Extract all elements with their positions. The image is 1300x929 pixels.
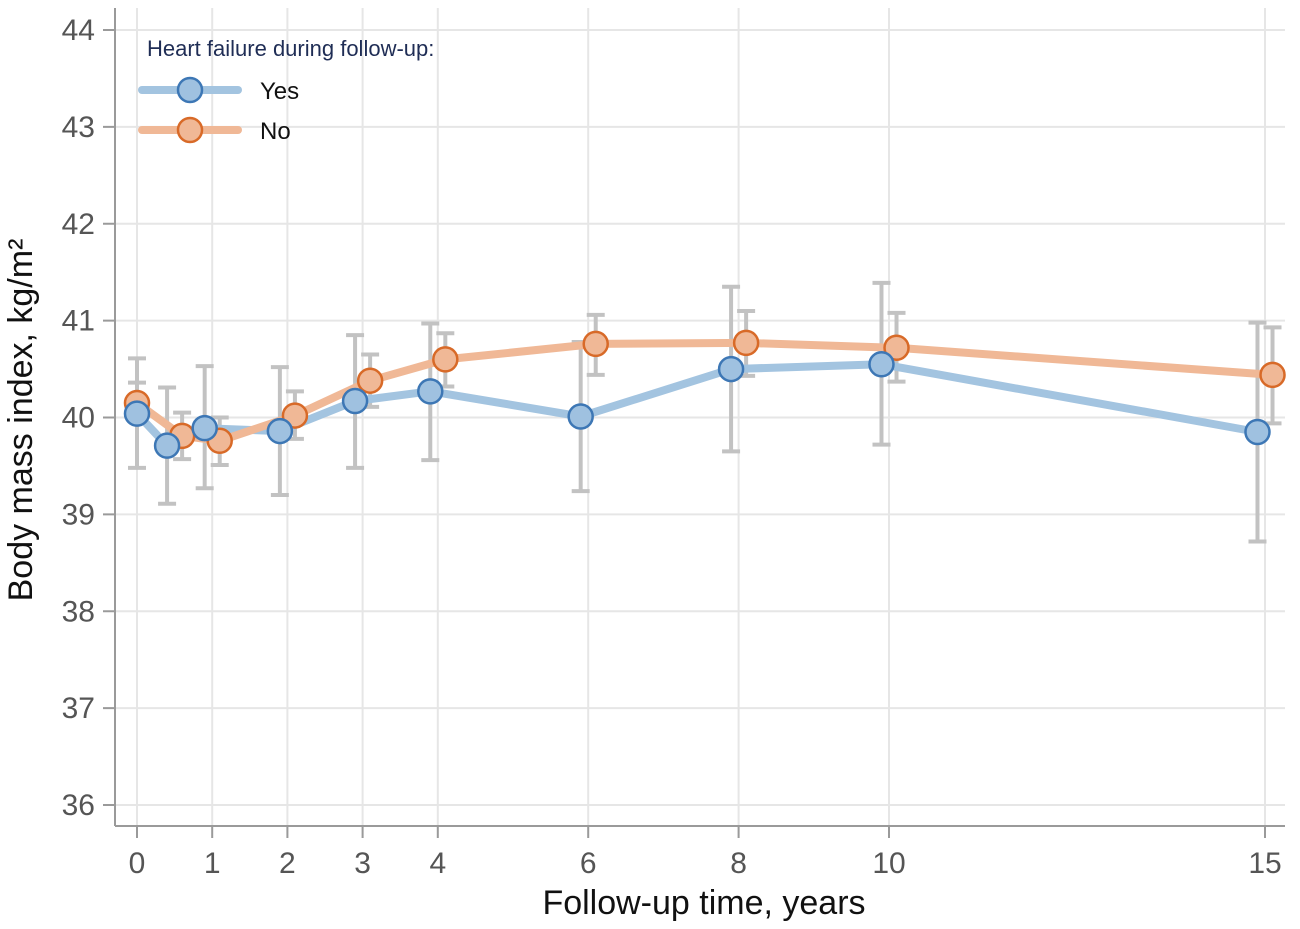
- series-lines: [133, 338, 1277, 450]
- y-tick-label: 42: [62, 208, 95, 241]
- data-point-yes: [1244, 418, 1271, 446]
- data-point-no: [582, 330, 609, 358]
- y-tick-label: 37: [62, 692, 95, 725]
- data-point-yes: [123, 400, 151, 427]
- series-line-yes: [133, 360, 1262, 450]
- legend-title: Heart failure during follow-up:: [147, 36, 434, 61]
- data-point-no: [432, 346, 459, 373]
- x-ticks: 0 1 2 3 4 6 8 10 15: [129, 826, 1282, 880]
- data-point-no: [356, 367, 384, 394]
- x-tick-label: 1: [204, 847, 221, 880]
- gridlines: [115, 8, 1285, 826]
- legend-marker-yes: [176, 76, 204, 104]
- legend-label-yes: Yes: [260, 78, 299, 105]
- data-point-no: [1259, 361, 1286, 389]
- data-point-yes: [191, 414, 218, 442]
- y-tick-label: 40: [62, 402, 95, 435]
- x-tick-label: 8: [730, 847, 747, 880]
- data-point-yes: [567, 403, 594, 430]
- legend: Heart failure during follow-up: Yes No: [138, 36, 434, 145]
- y-tick-label: 36: [62, 789, 95, 822]
- data-point-no: [732, 329, 760, 357]
- x-tick-label: 0: [129, 847, 146, 880]
- y-tick-label: 43: [62, 111, 95, 144]
- x-tick-label: 3: [354, 847, 371, 880]
- data-point-yes: [153, 432, 181, 459]
- x-tick-label: 2: [279, 847, 296, 880]
- series-markers: [123, 329, 1286, 459]
- y-tick-label: 39: [62, 498, 95, 531]
- y-axis-title: Body mass index, kg/m²: [2, 239, 40, 602]
- data-point-yes: [266, 417, 294, 445]
- x-tick-label: 6: [580, 847, 597, 880]
- y-tick-label: 44: [62, 14, 95, 47]
- series-line-no: [133, 338, 1277, 445]
- x-tick-label: 10: [872, 847, 905, 880]
- y-tick-label: 41: [62, 305, 95, 338]
- x-axis-title: Follow-up time, years: [542, 884, 865, 922]
- legend-marker-no: [176, 116, 204, 144]
- x-tick-label: 4: [429, 847, 446, 880]
- data-point-yes: [717, 355, 745, 383]
- axes: 36 37 38 39 40 41 42 43 44 0 1 2 3 4 6 8 10 15: [62, 8, 1285, 880]
- data-point-yes: [868, 350, 895, 378]
- data-point-no: [883, 334, 910, 361]
- data-point-yes: [417, 378, 444, 405]
- y-ticks: 36 37 38 39 40 41 42 43 44: [62, 14, 115, 822]
- legend-label-no: No: [260, 118, 291, 145]
- data-point-yes: [341, 387, 369, 415]
- x-tick-label: 15: [1248, 847, 1281, 880]
- y-tick-label: 38: [62, 595, 95, 628]
